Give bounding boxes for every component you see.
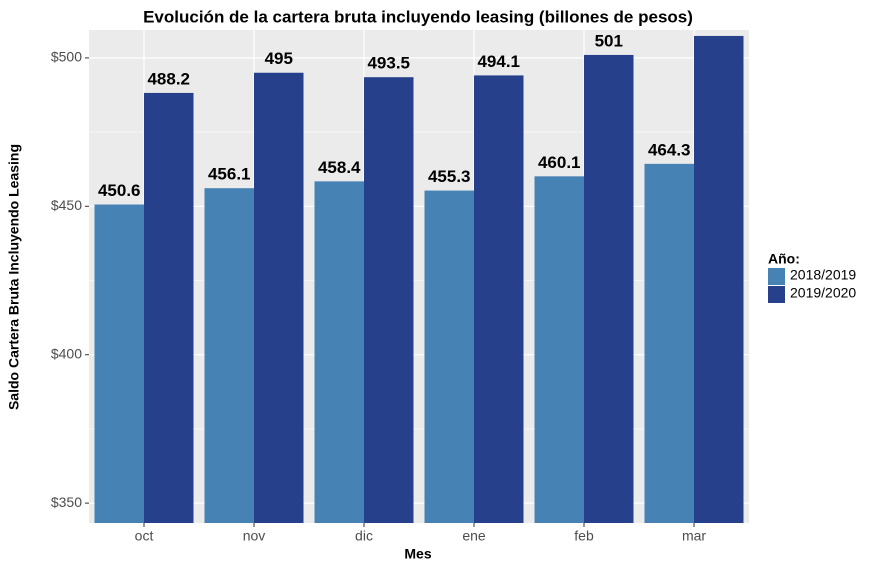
legend-title: Año: [768, 251, 800, 267]
bar [144, 92, 194, 523]
bar [314, 181, 364, 523]
y-tick-label: $500 [51, 49, 82, 65]
bar [474, 75, 524, 523]
value-label: 495 [265, 49, 293, 68]
bar [204, 188, 254, 523]
value-label: 450.6 [98, 181, 141, 200]
bar [364, 77, 414, 523]
legend-label: 2019/2020 [790, 285, 856, 301]
value-label: 455.3 [428, 167, 471, 186]
value-label: 458.4 [318, 158, 361, 177]
x-tick-label: feb [574, 528, 594, 544]
bar [254, 72, 304, 523]
bar [694, 35, 744, 523]
legend-label: 2018/2019 [790, 267, 856, 283]
y-tick-label: $400 [51, 345, 82, 361]
y-tick-label: $450 [51, 197, 82, 213]
bar [94, 204, 144, 523]
legend-key [768, 268, 785, 285]
value-label: 488.2 [147, 69, 190, 88]
value-label: 494.1 [477, 52, 520, 71]
value-label: 507.4 [697, 12, 740, 31]
x-axis-title: Mes [404, 546, 431, 562]
x-tick-label: dic [355, 528, 373, 544]
x-tick-label: ene [462, 528, 486, 544]
value-label: 501 [595, 31, 623, 50]
x-tick-label: nov [243, 528, 266, 544]
value-label: 460.1 [538, 153, 581, 172]
y-axis-title: Saldo Cartera Bruta Incluyendo Leasing [6, 144, 22, 410]
x-tick-label: mar [682, 528, 706, 544]
bar [424, 190, 474, 523]
value-label: 464.3 [648, 140, 691, 159]
x-tick-label: oct [135, 528, 154, 544]
value-label: 456.1 [208, 165, 251, 184]
legend-key [768, 286, 785, 303]
chart-title: Evolución de la cartera bruta incluyendo… [143, 7, 693, 26]
panel [89, 30, 749, 523]
value-label: 493.5 [367, 54, 410, 73]
bar [644, 163, 694, 523]
y-tick-label: $350 [51, 494, 82, 510]
bar [584, 54, 634, 523]
bar [534, 176, 584, 523]
